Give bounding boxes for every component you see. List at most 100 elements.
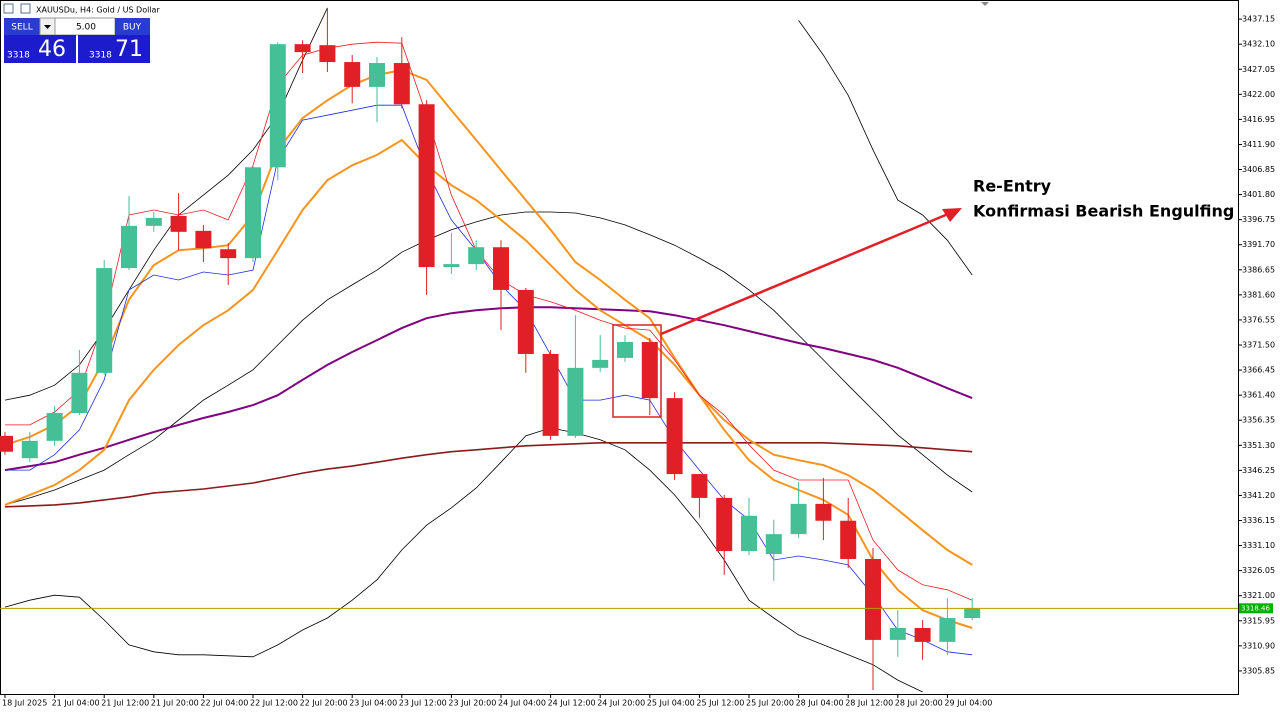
sell-button[interactable]: [4, 18, 40, 35]
sell-label: SELL: [11, 23, 32, 33]
y-tick-label: 3341.20: [1242, 491, 1275, 500]
annotation-text: Re-Entry: [973, 177, 1052, 196]
x-tick-label: 24 Jul 12:00: [548, 699, 596, 708]
current-price-label: 3318.46: [1241, 604, 1270, 612]
ask-pips: 71: [115, 37, 143, 62]
y-tick-label: 3356.35: [1242, 416, 1275, 425]
ask-main: 3318: [89, 51, 112, 61]
candle-body: [418, 104, 435, 268]
candle-body: [71, 372, 88, 414]
candle-body: [344, 62, 361, 87]
plot-area: [0, 7, 1238, 693]
x-tick-label: 24 Jul 20:00: [597, 699, 645, 708]
candle-body: [641, 342, 658, 399]
candle-body: [716, 497, 733, 552]
y-tick-label: 3371.50: [1242, 341, 1275, 350]
buy-button[interactable]: [115, 18, 150, 35]
y-tick-label: 3326.05: [1242, 566, 1275, 575]
y-tick-label: 3376.55: [1242, 315, 1275, 324]
x-tick-label: 18 Jul 2025: [2, 699, 47, 708]
candle-body: [369, 63, 385, 87]
y-tick-label: 3331.10: [1242, 541, 1275, 550]
y-tick-label: 3366.45: [1242, 366, 1275, 375]
candle-body: [964, 608, 981, 619]
ask-box[interactable]: [78, 35, 150, 63]
y-tick-label: 3321.00: [1242, 591, 1275, 600]
annotation-text: Konfirmasi Bearish Engulfing: [973, 202, 1234, 221]
candle-body: [46, 413, 63, 441]
y-tick-label: 3427.05: [1242, 65, 1275, 74]
x-tick-label: 21 Jul 20:00: [151, 699, 199, 708]
x-tick-label: 21 Jul 12:00: [101, 699, 149, 708]
y-tick-label: 3411.90: [1242, 140, 1275, 149]
y-tick-label: 3422.00: [1242, 90, 1275, 99]
bid-pips: 46: [38, 37, 66, 62]
lot-value: 5.00: [76, 23, 96, 33]
indicator-line: [5, 41, 973, 601]
x-tick-label: 22 Jul 12:00: [250, 699, 298, 708]
y-tick-label: 3315.95: [1242, 616, 1275, 625]
candle-body: [815, 503, 832, 521]
chart-icon[interactable]: [20, 3, 31, 14]
indicator-line: [4, 138, 973, 566]
candle-body: [889, 627, 906, 640]
candle-body: [914, 627, 931, 642]
dropdown-arrow: [44, 25, 51, 29]
x-tick-label: 24 Jul 04:00: [498, 699, 546, 708]
indicator-line: [4, 306, 973, 472]
y-tick-label: 3310.90: [1242, 641, 1275, 650]
candle-body: [493, 247, 509, 290]
highlight-box: [612, 324, 662, 418]
x-tick-label: 25 Jul 20:00: [746, 699, 794, 708]
bid-main: 3318: [7, 51, 30, 61]
x-tick-label: 25 Jul 12:00: [696, 699, 744, 708]
candle-body: [741, 515, 757, 552]
x-tick-label: 28 Jul 20:00: [895, 699, 943, 708]
candle-body: [170, 215, 187, 232]
candle-body: [269, 44, 286, 168]
buy-label: BUY: [123, 23, 142, 33]
plot-frame: [0, 0, 1239, 695]
candle-body: [666, 398, 683, 475]
x-tick-label: 23 Jul 12:00: [399, 699, 447, 708]
candle-body: [790, 503, 807, 535]
y-tick-label: 3437.15: [1242, 15, 1275, 24]
x-tick-label: 22 Jul 04:00: [200, 699, 248, 708]
candle-body: [691, 474, 708, 498]
x-tick-label: 28 Jul 04:00: [796, 699, 844, 708]
y-tick-label: 3406.85: [1242, 165, 1275, 174]
bid-box[interactable]: [4, 35, 76, 63]
candle-body: [294, 44, 311, 53]
chart-title: XAUUSDu, H4: Gold / US Dollar: [36, 6, 160, 15]
candle-body: [939, 618, 956, 642]
candle-body: [592, 359, 609, 368]
arrow-head: [942, 208, 962, 222]
y-tick-label: 3336.15: [1242, 516, 1275, 525]
y-tick-label: 3401.80: [1242, 190, 1275, 199]
x-tick-label: 29 Jul 04:00: [944, 699, 992, 708]
window-icon[interactable]: [3, 3, 14, 14]
candle-body: [765, 534, 782, 555]
candle-body: [542, 353, 559, 436]
candle-body: [319, 45, 336, 63]
x-tick-label: 21 Jul 04:00: [52, 699, 100, 708]
candle-body: [840, 520, 857, 559]
candle-body: [865, 558, 881, 640]
current-price-box: [1239, 603, 1273, 614]
candle-body: [195, 230, 212, 249]
y-tick-label: 3305.85: [1242, 666, 1275, 675]
candle-body: [121, 225, 137, 269]
candle-body: [468, 247, 485, 265]
indicator-line: [5, 104, 973, 656]
indicator-line: [4, 442, 973, 508]
y-tick-label: 3381.60: [1242, 290, 1275, 299]
indicator-line: [4, 211, 973, 506]
y-tick-label: 3346.25: [1242, 466, 1275, 475]
indicator-line: [4, 68, 973, 629]
y-tick-label: 3416.95: [1242, 115, 1275, 124]
x-tick-label: 25 Jul 04:00: [647, 699, 695, 708]
y-tick-label: 3432.10: [1242, 40, 1275, 49]
candle-body: [96, 268, 113, 373]
